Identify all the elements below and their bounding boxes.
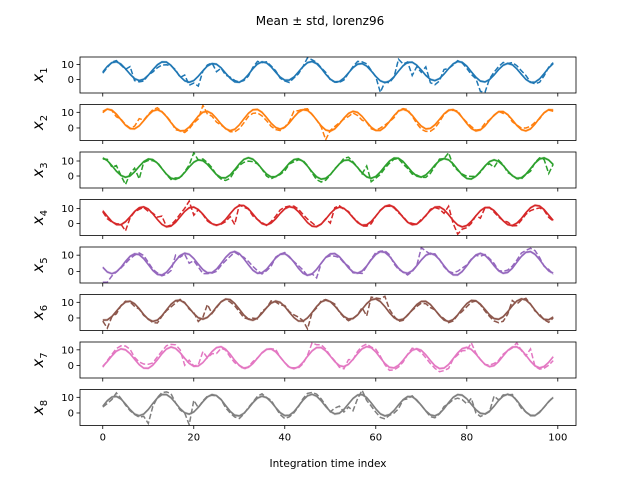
panel-frame — [79, 341, 577, 379]
panel-x6: 0 10 x6 — [29, 294, 577, 334]
panel-frame — [79, 389, 577, 426]
y-tick-label: 10 — [61, 298, 74, 309]
panels: 0 10 x1 0 10 x2 0 10 x3 0 10 x4 0 10 x5 0 10 x6 0 10 x7 0 10 x8 — [29, 56, 577, 429]
y-tick-label: 0 — [68, 408, 74, 419]
y-tick-label: 0 — [68, 75, 74, 86]
y-axis-label: x7 — [29, 352, 50, 368]
truth-line-x1 — [102, 57, 554, 93]
panel-frame — [79, 56, 577, 94]
x-tick-label: 100 — [548, 433, 567, 444]
mean-line-x3 — [102, 156, 554, 181]
x-axis-label: Integration time index — [270, 458, 387, 470]
x-tick-label: 80 — [460, 433, 473, 444]
y-tick-label: 0 — [68, 313, 74, 324]
mean-line-x4 — [102, 204, 554, 228]
panel-frame — [79, 294, 577, 331]
mean-line-x6 — [102, 297, 554, 323]
y-axis-label: x1 — [29, 67, 50, 83]
panel-x8: 0 10 x8 — [29, 389, 577, 429]
panel-x7: 0 10 x7 — [29, 341, 577, 382]
y-tick-label: 10 — [61, 204, 74, 215]
std-band-x2 — [102, 107, 554, 133]
y-axis-label: x6 — [29, 305, 50, 321]
y-axis-label: x8 — [29, 400, 50, 416]
panel-frame — [79, 151, 577, 189]
y-tick-label: 0 — [68, 361, 74, 372]
y-axis-label: x4 — [29, 210, 50, 226]
y-tick-label: 0 — [68, 123, 74, 134]
truth-line-x5 — [102, 247, 554, 283]
x-tick-label: 40 — [278, 433, 291, 444]
y-tick-label: 0 — [68, 267, 74, 278]
x-tick-label: 20 — [187, 433, 200, 444]
y-tick-label: 0 — [68, 219, 74, 230]
truth-line-x3 — [102, 152, 554, 187]
std-band-x7 — [102, 345, 554, 371]
panel-frame — [79, 199, 577, 236]
mean-line-x5 — [102, 250, 554, 277]
y-tick-label: 0 — [68, 172, 74, 183]
mean-line-x1 — [102, 60, 554, 84]
panel-x2: 0 10 x2 — [29, 104, 577, 144]
panel-frame — [79, 246, 577, 284]
std-band-x5 — [102, 250, 554, 277]
y-tick-label: 10 — [61, 157, 74, 168]
panel-x5: 0 10 x5 — [29, 246, 577, 287]
panel-x3: 0 10 x3 — [29, 151, 577, 192]
y-tick-label: 10 — [61, 108, 74, 119]
x-tick-label: 60 — [369, 433, 382, 444]
panel-frame — [79, 104, 577, 141]
y-tick-label: 10 — [61, 393, 74, 404]
y-axis-label: x3 — [29, 162, 50, 178]
x-tick-label: 0 — [100, 433, 106, 444]
y-tick-label: 10 — [61, 60, 74, 71]
mean-line-x8 — [102, 393, 554, 417]
y-axis-label: x5 — [29, 257, 50, 273]
y-tick-label: 10 — [61, 251, 74, 262]
std-band-x1 — [102, 60, 554, 84]
y-tick-label: 10 — [61, 345, 74, 356]
chart-title: Mean ± std, lorenz96 — [256, 14, 384, 28]
panel-x4: 0 10 x4 — [29, 199, 577, 239]
panel-x1: 0 10 x1 — [29, 56, 577, 97]
mean-line-x7 — [102, 345, 554, 370]
truth-line-x8 — [102, 389, 554, 426]
x-axis: 0 20 40 60 80 100 — [100, 433, 568, 444]
mean-line-x2 — [102, 108, 554, 132]
y-axis-label: x2 — [29, 115, 50, 131]
truth-line-x4 — [102, 199, 554, 236]
